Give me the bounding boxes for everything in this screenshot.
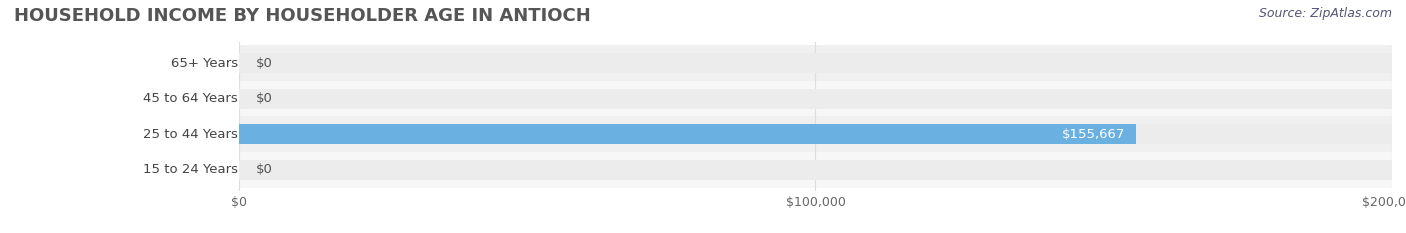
Text: 45 to 64 Years: 45 to 64 Years: [143, 92, 238, 105]
Text: $155,667: $155,667: [1062, 128, 1125, 141]
Bar: [239, 124, 1392, 144]
Text: 15 to 24 Years: 15 to 24 Years: [143, 163, 238, 176]
Text: $0: $0: [256, 163, 273, 176]
Text: 65+ Years: 65+ Years: [170, 57, 238, 70]
Bar: [239, 45, 1392, 81]
Bar: [239, 152, 1392, 188]
Text: Source: ZipAtlas.com: Source: ZipAtlas.com: [1258, 7, 1392, 20]
Text: HOUSEHOLD INCOME BY HOUSEHOLDER AGE IN ANTIOCH: HOUSEHOLD INCOME BY HOUSEHOLDER AGE IN A…: [14, 7, 591, 25]
Bar: [239, 81, 1392, 116]
Bar: [239, 54, 1392, 73]
Bar: [239, 160, 1392, 179]
Text: $0: $0: [256, 92, 273, 105]
Bar: [239, 116, 1392, 152]
Bar: [239, 89, 1392, 109]
Text: $0: $0: [256, 57, 273, 70]
Text: 25 to 44 Years: 25 to 44 Years: [143, 128, 238, 141]
Bar: [239, 124, 1136, 144]
